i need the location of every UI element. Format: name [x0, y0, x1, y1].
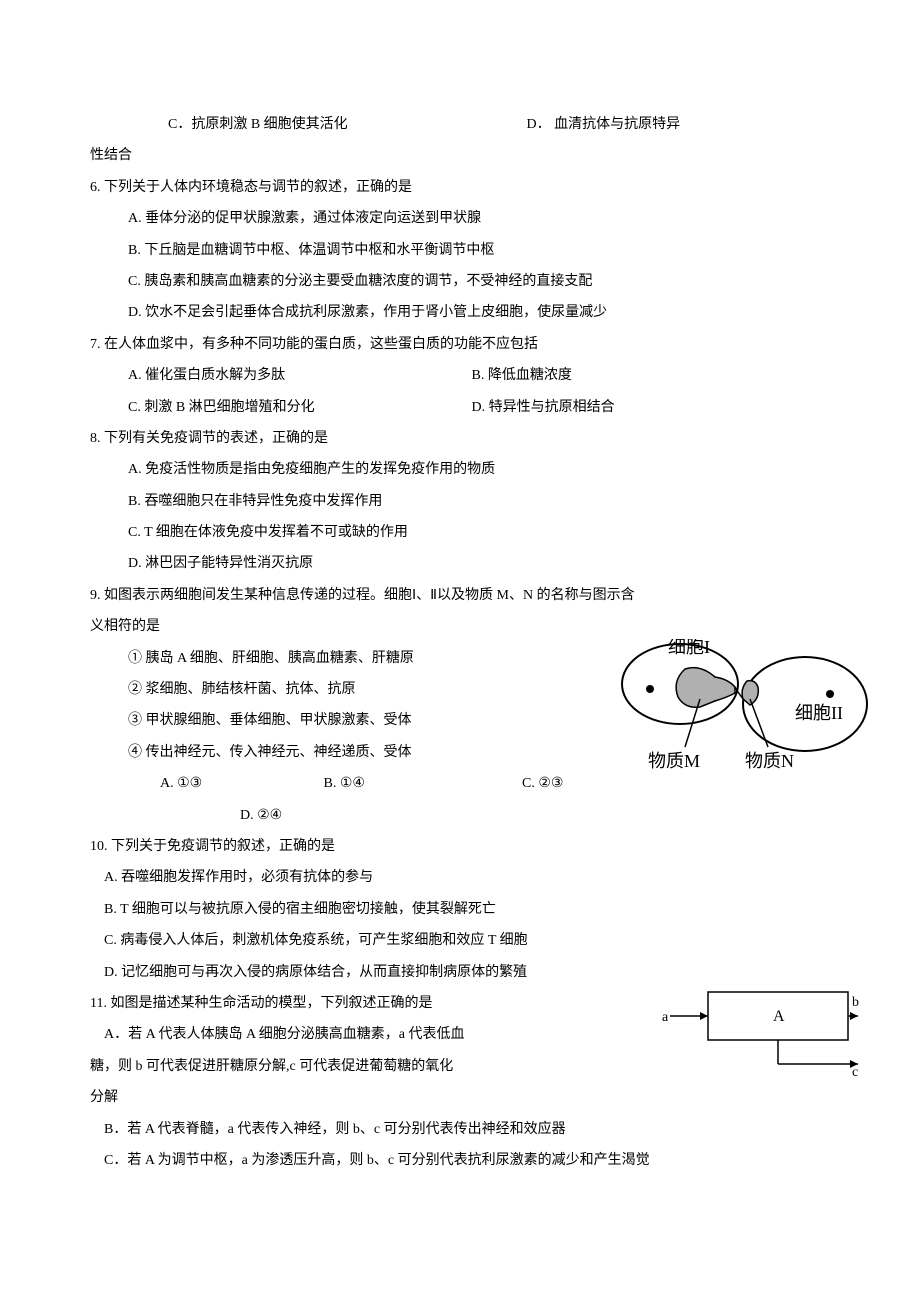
q10-option-d: D. 记忆细胞可与再次入侵的病原体结合，从而直接抑制病原体的繁殖: [104, 958, 850, 987]
q9-stem-line1: 9. 如图表示两细胞间发生某种信息传递的过程。细胞Ⅰ、Ⅱ以及物质 M、N 的名称…: [90, 581, 850, 610]
svg-text:物质N: 物质N: [745, 751, 794, 771]
svg-text:a: a: [662, 1010, 669, 1025]
q6-option-c: C. 胰岛素和胰高血糖素的分泌主要受血糖浓度的调节，不受神经的直接支配: [128, 267, 850, 296]
q11-option-c: C．若 A 为调节中枢，a 为渗透压升高，则 b、c 可分别代表抗利尿激素的减少…: [104, 1146, 850, 1175]
q6-option-a: A. 垂体分泌的促甲状腺激素，通过体液定向运送到甲状腺: [128, 204, 850, 233]
q7-option-a: A. 催化蛋白质水解为多肽: [128, 361, 468, 390]
q5-option-d: D． 血清抗体与抗原特异: [527, 110, 681, 139]
q10-option-c: C. 病毒侵入人体后，刺激机体免疫系统，可产生浆细胞和效应 T 细胞: [104, 926, 850, 955]
svg-text:c: c: [852, 1065, 858, 1079]
q8-option-b: B. 吞噬细胞只在非特异性免疫中发挥作用: [128, 487, 850, 516]
svg-text:物质M: 物质M: [648, 751, 700, 771]
q5-option-c: C．抗原刺激 B 细胞使其活化: [168, 110, 523, 139]
q8-stem: 8. 下列有关免疫调节的表述，正确的是: [90, 424, 850, 453]
q5-continuation: 性结合: [90, 141, 850, 170]
q9-option-c: C. ②③: [522, 769, 563, 798]
q9-stem-line2: 义相符的是: [90, 612, 850, 641]
q8-option-d: D. 淋巴因子能特异性消灭抗原: [128, 549, 850, 578]
q7-option-c: C. 刺激 B 淋巴细胞增殖和分化: [128, 393, 468, 422]
q9-option-a: A. ①③: [160, 769, 320, 798]
q6-option-b: B. 下丘脑是血糖调节中枢、体温调节中枢和水平衡调节中枢: [128, 236, 850, 265]
q7-option-d: D. 特异性与抗原相结合: [472, 393, 615, 422]
q9-option-b: B. ①④: [324, 769, 519, 798]
q11-figure: A a b c: [660, 984, 860, 1090]
q6-option-d: D. 饮水不足会引起垂体合成抗利尿激素，作用于肾小管上皮细胞，使尿量减少: [128, 298, 850, 327]
q10-option-b: B. T 细胞可以与被抗原入侵的宿主细胞密切接触，使其裂解死亡: [104, 895, 850, 924]
q9-figure: 细胞I 细胞II 物质M 物质N: [600, 639, 870, 790]
svg-text:细胞II: 细胞II: [795, 703, 843, 723]
q7-option-b: B. 降低血糖浓度: [472, 361, 572, 390]
q11-option-b: B．若 A 代表脊髓，a 代表传入神经，则 b、c 可分别代表传出神经和效应器: [104, 1115, 850, 1144]
q7-stem: 7. 在人体血浆中，有多种不同功能的蛋白质，这些蛋白质的功能不应包括: [90, 330, 850, 359]
q8-option-c: C. T 细胞在体液免疫中发挥着不可或缺的作用: [128, 518, 850, 547]
svg-text:b: b: [852, 995, 859, 1010]
q9-option-d: D. ②④: [240, 801, 850, 830]
q8-option-a: A. 免疫活性物质是指由免疫细胞产生的发挥免疫作用的物质: [128, 455, 850, 484]
svg-text:A: A: [773, 1008, 785, 1025]
svg-text:细胞I: 细胞I: [668, 639, 710, 657]
q6-stem: 6. 下列关于人体内环境稳态与调节的叙述，正确的是: [90, 173, 850, 202]
q10-stem: 10. 下列关于免疫调节的叙述，正确的是: [90, 832, 850, 861]
q10-option-a: A. 吞噬细胞发挥作用时，必须有抗体的参与: [104, 863, 850, 892]
